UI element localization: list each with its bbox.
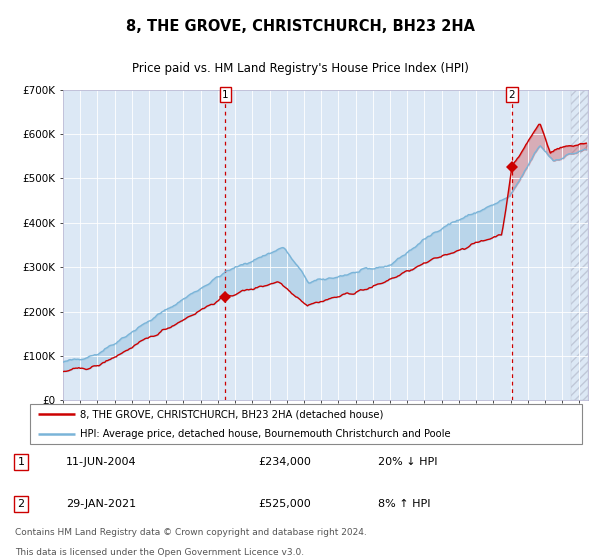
Text: 8, THE GROVE, CHRISTCHURCH, BH23 2HA: 8, THE GROVE, CHRISTCHURCH, BH23 2HA bbox=[125, 19, 475, 34]
Text: 8% ↑ HPI: 8% ↑ HPI bbox=[378, 499, 431, 509]
Bar bbox=[571, 90, 588, 400]
Text: HPI: Average price, detached house, Bournemouth Christchurch and Poole: HPI: Average price, detached house, Bour… bbox=[80, 430, 451, 439]
Text: £525,000: £525,000 bbox=[258, 499, 311, 509]
Text: This data is licensed under the Open Government Licence v3.0.: This data is licensed under the Open Gov… bbox=[15, 548, 304, 557]
Bar bbox=[571, 90, 588, 400]
Text: 20% ↓ HPI: 20% ↓ HPI bbox=[378, 457, 437, 467]
Text: Price paid vs. HM Land Registry's House Price Index (HPI): Price paid vs. HM Land Registry's House … bbox=[131, 63, 469, 76]
Text: 11-JUN-2004: 11-JUN-2004 bbox=[66, 457, 137, 467]
Text: £234,000: £234,000 bbox=[258, 457, 311, 467]
Text: Contains HM Land Registry data © Crown copyright and database right 2024.: Contains HM Land Registry data © Crown c… bbox=[15, 528, 367, 537]
Text: 8, THE GROVE, CHRISTCHURCH, BH23 2HA (detached house): 8, THE GROVE, CHRISTCHURCH, BH23 2HA (de… bbox=[80, 409, 384, 419]
Text: 1: 1 bbox=[222, 90, 229, 100]
FancyBboxPatch shape bbox=[29, 404, 583, 445]
Text: 1: 1 bbox=[17, 457, 25, 467]
Text: 2: 2 bbox=[509, 90, 515, 100]
Text: 29-JAN-2021: 29-JAN-2021 bbox=[66, 499, 136, 509]
Text: 2: 2 bbox=[17, 499, 25, 509]
